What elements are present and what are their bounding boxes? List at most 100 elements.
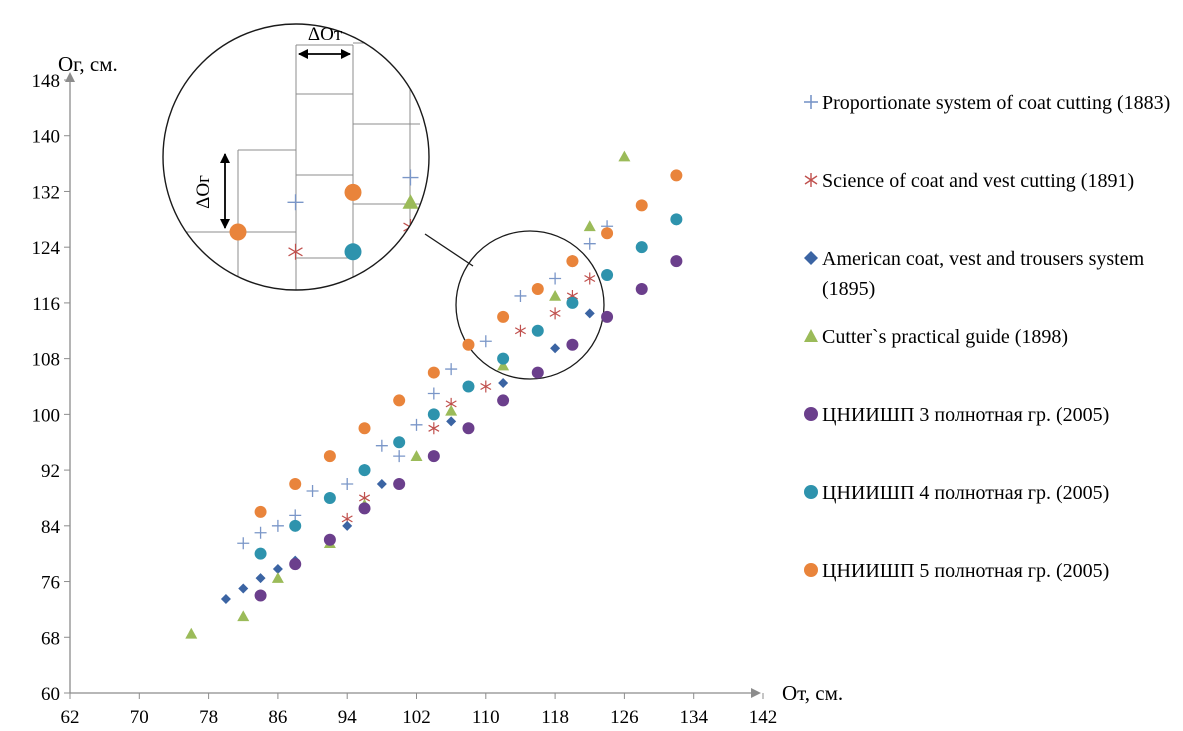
- circle-data-point: [670, 255, 683, 268]
- plus-data-point: [402, 169, 419, 186]
- y-tick-label: 132: [32, 182, 61, 203]
- plus-data-point: [237, 537, 250, 550]
- asterisk-data-point: [428, 422, 440, 435]
- x-axis-title: От, см.: [782, 681, 843, 705]
- asterisk-data-point: [288, 243, 303, 260]
- circle-data-point: [497, 310, 510, 323]
- plus-data-point: [410, 418, 423, 431]
- circle-data-point: [229, 223, 247, 241]
- diamond-data-point: [220, 593, 231, 604]
- y-tick-label: 140: [32, 127, 61, 148]
- x-tick-label: 110: [472, 707, 500, 728]
- x-tick-label: 86: [268, 707, 287, 728]
- plus-data-point: [427, 387, 440, 400]
- asterisk-marker-icon: [800, 168, 822, 192]
- plus-data-point: [172, 258, 189, 275]
- circle-marker-icon: [800, 558, 822, 582]
- x-tick-label: 102: [402, 707, 431, 728]
- legend-item: Science of coat and vest cutting (1891): [800, 166, 1182, 196]
- circle-data-point: [289, 519, 302, 532]
- circle-data-point: [601, 227, 614, 240]
- diamond-data-point: [498, 378, 509, 389]
- triangle-data-point: [633, 0, 649, 11]
- triangle-data-point: [618, 150, 631, 162]
- diamond-data-point: [376, 479, 387, 490]
- triangle-data-point: [583, 220, 596, 232]
- circle-data-point: [323, 450, 336, 463]
- legend-item: Cutter`s practical guide (1898): [800, 322, 1182, 352]
- triangle-data-point: [402, 194, 419, 209]
- circle-data-point: [345, 303, 362, 320]
- plus-data-point: [306, 484, 319, 497]
- legend-label: Cutter`s practical guide (1898): [822, 326, 1069, 348]
- triangle-data-point: [445, 404, 458, 416]
- circle-data-point: [229, 282, 247, 290]
- circle-data-point: [670, 213, 683, 226]
- y-axis-title: Ог, см.: [58, 52, 118, 76]
- diamond-data-point: [584, 308, 595, 319]
- circle-data-point: [427, 450, 440, 463]
- x-tick-label: 70: [130, 707, 149, 728]
- y-tick-label: 84: [41, 517, 61, 538]
- circle-data-point: [575, 164, 592, 181]
- plus-data-point: [583, 237, 596, 250]
- circle-data-point: [462, 380, 475, 393]
- circle-data-point: [460, 144, 477, 161]
- diamond-data-point: [446, 416, 457, 427]
- asterisk-data-point: [480, 380, 492, 393]
- plus-data-point: [393, 450, 406, 463]
- y-tick-label: 68: [41, 628, 60, 649]
- diamond-marker-icon: [800, 246, 822, 270]
- circle-data-point: [531, 366, 544, 379]
- circle-data-point: [575, 105, 592, 122]
- circle-data-point: [531, 324, 544, 337]
- triangle-data-point: [518, 95, 534, 109]
- y-tick-label: 124: [32, 238, 61, 259]
- legend-item: ЦНИИШП 4 полнотная гр. (2005): [800, 478, 1182, 508]
- circle-data-point: [462, 422, 475, 435]
- circle-data-point: [115, 382, 132, 399]
- circle-data-point: [427, 408, 440, 421]
- plus-data-point: [254, 526, 267, 539]
- circle-data-point: [358, 464, 371, 477]
- delta-og-label: ΔОг: [193, 175, 214, 209]
- circle-data-point: [358, 502, 371, 515]
- tick-labels: 62 70 78 86 94 102 110 118 126 134 142 60 68 76 84 92 10…: [32, 71, 778, 728]
- triangle-data-point: [497, 359, 510, 371]
- circle-data-point: [323, 533, 336, 546]
- data-points: [185, 150, 683, 639]
- y-tick-label: 148: [32, 71, 61, 92]
- circle-data-point: [254, 589, 267, 602]
- diamond-data-point: [255, 573, 266, 584]
- zoom-connector-line: [424, 233, 474, 267]
- asterisk-data-point: [549, 307, 561, 320]
- circle-data-point: [230, 342, 247, 359]
- plus-data-point: [271, 519, 284, 532]
- legend-label: American coat, vest and trousers system …: [822, 248, 1145, 300]
- circle-data-point: [393, 394, 406, 407]
- plus-data-point: [341, 478, 354, 491]
- zoom-inset: ΔОг ΔОт: [115, 0, 649, 399]
- x-tick-label: 62: [61, 707, 80, 728]
- diamond-data-point: [272, 564, 283, 575]
- legend-item: American coat, vest and trousers system …: [800, 244, 1182, 304]
- circle-data-point: [427, 366, 440, 379]
- plus-data-point: [549, 272, 562, 285]
- circle-data-point: [115, 263, 132, 280]
- circle-data-point: [460, 204, 477, 221]
- circle-data-point: [393, 436, 406, 449]
- diamond-data-point: [403, 269, 418, 284]
- circle-data-point: [635, 282, 648, 295]
- y-tick-label: 108: [32, 350, 61, 371]
- legend-item: Proportionate system of coat cutting (18…: [800, 88, 1182, 118]
- zoom-region-circle: [455, 230, 605, 380]
- triangle-data-point: [271, 572, 284, 583]
- triangle-data-point: [410, 450, 423, 461]
- zoom-inset-border: [162, 23, 430, 291]
- legend-label: Science of coat and vest cutting (1891): [822, 170, 1135, 192]
- asterisk-data-point: [174, 323, 188, 339]
- asterisk-data-point: [519, 170, 533, 186]
- circle-data-point: [497, 394, 510, 407]
- diamond-data-point: [550, 343, 561, 354]
